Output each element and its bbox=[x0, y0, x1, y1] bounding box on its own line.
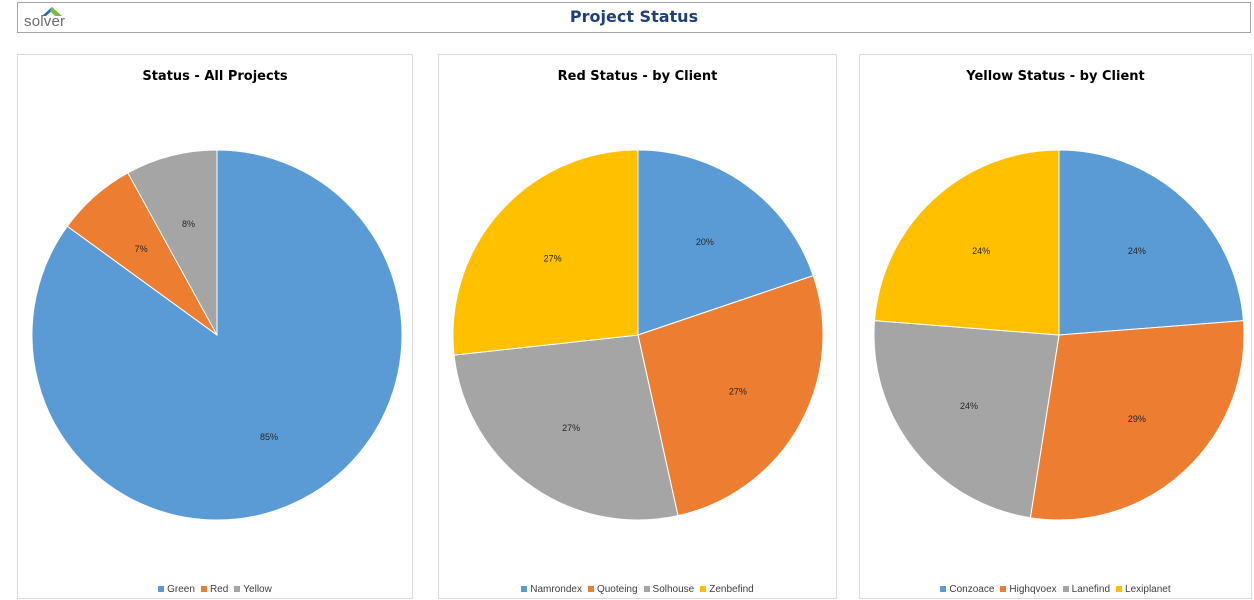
legend-label: Namrondex bbox=[530, 584, 582, 595]
legend-item-lexiplanet: Lexiplanet bbox=[1116, 584, 1171, 595]
legend-item-red: Red bbox=[200, 584, 229, 595]
legend-label: Yellow bbox=[243, 584, 272, 595]
legend-item-yellow: Yellow bbox=[234, 584, 272, 595]
legend-swatch-icon bbox=[1000, 586, 1007, 592]
legend-swatch-icon bbox=[521, 586, 528, 592]
chart-title: Status - All Projects bbox=[142, 69, 288, 84]
chart-panel-yellow-status: Yellow Status - by Client 24% 29% 24% 24% C… bbox=[859, 54, 1252, 599]
pie-slice-solhouse bbox=[453, 334, 679, 521]
pie-slice-lanefind bbox=[873, 320, 1060, 519]
legend-label: Red bbox=[209, 584, 229, 595]
chart-title: Yellow Status - by Client bbox=[966, 69, 1145, 84]
legend-label: Zenbefind bbox=[709, 584, 754, 595]
data-label-solhouse: 27% bbox=[562, 423, 580, 433]
chart-legend: Green Red Yellow bbox=[18, 584, 412, 595]
chart-legend: Namrondex Quoteing Solhouse Zenbefind bbox=[439, 584, 836, 595]
chart-legend: Conzoace Highqvoex Lanefind Lexiplanet bbox=[860, 584, 1251, 595]
pie-slice-lexiplanet bbox=[874, 149, 1060, 336]
legend-label: Lanefind bbox=[1071, 584, 1111, 595]
pie-chart-yellow-status: 24% 29% 24% 24% bbox=[873, 149, 1245, 521]
pie-slice-quoteing bbox=[637, 275, 824, 517]
legend-swatch-icon bbox=[940, 586, 947, 592]
logo-text: solver bbox=[24, 13, 66, 30]
pie-slice-highqvoex bbox=[1029, 320, 1245, 521]
data-label-yellow: 8% bbox=[182, 219, 195, 229]
legend-label: Quoteing bbox=[596, 584, 638, 595]
data-label-zenbefind: 27% bbox=[544, 253, 562, 263]
legend-item-green: Green bbox=[158, 584, 195, 595]
legend-item-conzoace: Conzoace bbox=[940, 584, 994, 595]
legend-label: Highqvoex bbox=[1009, 584, 1057, 595]
data-label-namrondex: 20% bbox=[696, 237, 714, 247]
page-title: Project Status bbox=[569, 7, 699, 26]
solver-logo: solver bbox=[18, 3, 78, 32]
legend-item-lanefind: Lanefind bbox=[1062, 584, 1111, 595]
data-label-green: 85% bbox=[260, 432, 278, 442]
pie-slice-zenbefind bbox=[452, 149, 639, 356]
legend-label: Green bbox=[167, 584, 195, 595]
data-label-quoteing: 27% bbox=[729, 386, 747, 396]
legend-swatch-icon bbox=[587, 586, 594, 592]
legend-swatch-icon bbox=[200, 586, 207, 592]
chart-panel-all-projects: Status - All Projects 85% 7% 8% Green Red Ye… bbox=[17, 54, 413, 599]
pie-chart-red-status: 20% 27% 27% 27% bbox=[452, 149, 824, 521]
data-label-conzoace: 24% bbox=[1128, 246, 1146, 256]
data-label-lexiplanet: 24% bbox=[972, 246, 990, 256]
chart-panel-red-status: Red Status - by Client 20% 27% 27% 27% Namr… bbox=[438, 54, 837, 599]
legend-item-namrondex: Namrondex bbox=[521, 584, 582, 595]
legend-item-quoteing: Quoteing bbox=[587, 584, 638, 595]
data-label-red: 7% bbox=[135, 244, 148, 254]
pie-slice-yellow bbox=[127, 149, 218, 336]
solver-logo-mark-icon bbox=[42, 7, 62, 16]
pie-chart-all-projects: 85% 7% 8% bbox=[31, 149, 403, 521]
data-label-highqvoex: 29% bbox=[1128, 414, 1146, 424]
pie-slice-conzoace bbox=[1058, 149, 1244, 336]
legend-label: Solhouse bbox=[652, 584, 695, 595]
legend-swatch-icon bbox=[1062, 586, 1069, 592]
legend-label: Conzoace bbox=[949, 584, 995, 595]
legend-item-zenbefind: Zenbefind bbox=[700, 584, 754, 595]
header-bar: solver Project Status bbox=[17, 2, 1251, 33]
data-label-lanefind: 24% bbox=[960, 401, 978, 411]
legend-swatch-icon bbox=[700, 586, 707, 592]
legend-swatch-icon bbox=[234, 586, 241, 592]
legend-item-solhouse: Solhouse bbox=[643, 584, 695, 595]
legend-label: Lexiplanet bbox=[1125, 584, 1171, 595]
legend-swatch-icon bbox=[643, 586, 650, 592]
legend-swatch-icon bbox=[1116, 586, 1123, 592]
pie-slice-namrondex bbox=[637, 149, 814, 336]
chart-title: Red Status - by Client bbox=[557, 69, 718, 84]
legend-item-highqvoex: Highqvoex bbox=[1000, 584, 1057, 595]
legend-swatch-icon bbox=[158, 586, 165, 592]
